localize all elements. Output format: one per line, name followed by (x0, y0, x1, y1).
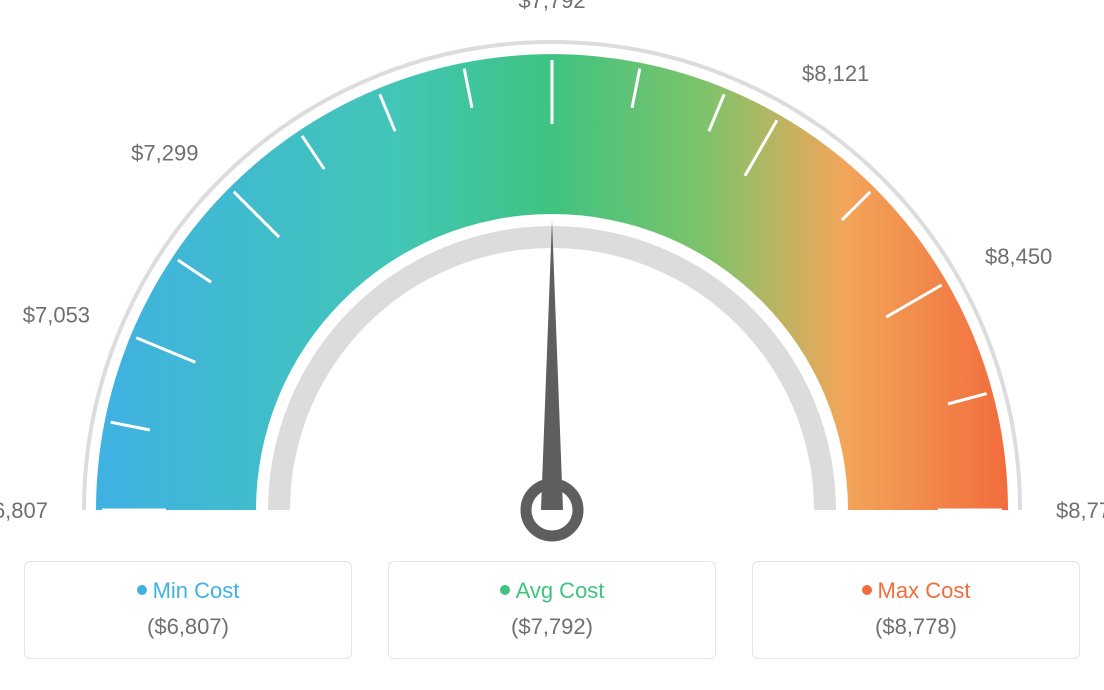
legend-card-min: Min Cost ($6,807) (24, 561, 352, 659)
legend-row: Min Cost ($6,807) Avg Cost ($7,792) Max Cost… (0, 555, 1104, 659)
legend-card-avg: Avg Cost ($7,792) (388, 561, 716, 659)
gauge-tick-label: $8,778 (1056, 498, 1104, 523)
gauge-tick-label: $8,121 (802, 61, 869, 86)
legend-title-text: Max Cost (878, 578, 971, 603)
legend-dot-icon (137, 585, 147, 595)
gauge-tick-label: $7,299 (131, 140, 198, 165)
legend-value: ($8,778) (753, 614, 1079, 640)
legend-title: Min Cost (25, 578, 351, 604)
gauge-tick-label: $7,053 (23, 303, 90, 328)
legend-title: Avg Cost (389, 578, 715, 604)
legend-title: Max Cost (753, 578, 1079, 604)
legend-dot-icon (862, 585, 872, 595)
legend-dot-icon (500, 585, 510, 595)
legend-value: ($6,807) (25, 614, 351, 640)
gauge-tick-label: $7,792 (518, 0, 585, 13)
legend-card-max: Max Cost ($8,778) (752, 561, 1080, 659)
gauge-svg: $6,807 $7,053 $7,299 $7,792 $8,121 $8,450 $8,7… (0, 0, 1104, 555)
cost-gauge-chart: $6,807 $7,053 $7,299 $7,792 $8,121 $8,450 $8,7… (0, 0, 1104, 555)
gauge-tick-label: $6,807 (0, 498, 48, 523)
legend-title-text: Avg Cost (516, 578, 605, 603)
legend-value: ($7,792) (389, 614, 715, 640)
gauge-tick-label: $8,450 (985, 244, 1052, 269)
gauge-needle (541, 220, 563, 510)
legend-title-text: Min Cost (153, 578, 240, 603)
